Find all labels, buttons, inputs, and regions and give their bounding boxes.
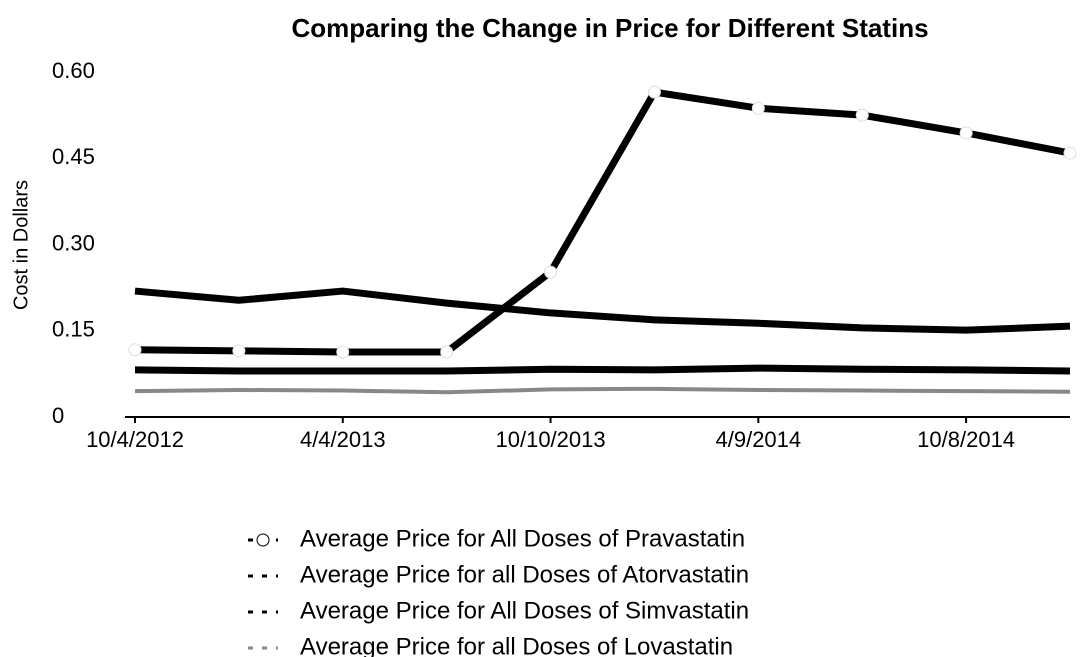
legend-label: Average Price for all Doses of Lovastati… <box>300 633 733 657</box>
y-axis-label: Cost in Dollars <box>10 180 32 310</box>
chart-title: Comparing the Change in Price for Differ… <box>291 13 928 43</box>
series-line <box>134 364 1071 375</box>
series-line <box>134 88 1071 356</box>
point-marker <box>232 344 246 358</box>
point-marker <box>1063 146 1077 160</box>
point-marker <box>128 343 142 357</box>
x-tick-label: 10/8/2014 <box>917 427 1015 452</box>
y-tick-label: 0.30 <box>52 230 95 255</box>
point-marker <box>544 265 558 279</box>
y-tick-label: 0.15 <box>52 317 95 342</box>
x-tick-label: 4/9/2014 <box>716 427 802 452</box>
series-line <box>134 386 1071 395</box>
legend-marker <box>256 533 270 547</box>
x-tick-label: 4/4/2013 <box>300 427 386 452</box>
x-tick-label: 10/10/2013 <box>496 427 606 452</box>
point-marker <box>647 85 661 99</box>
point-marker <box>336 345 350 359</box>
x-tick-label: 10/4/2012 <box>86 427 184 452</box>
point-marker <box>855 108 869 122</box>
point-marker <box>751 101 765 115</box>
legend-label: Average Price for all Doses of Atorvasta… <box>300 561 749 588</box>
legend-label: Average Price for All Doses of Simvastat… <box>300 597 749 624</box>
y-tick-label: 0.45 <box>52 144 95 169</box>
legend-label: Average Price for All Doses of Pravastat… <box>300 525 745 552</box>
y-tick-label: 0.60 <box>52 58 95 83</box>
y-tick-label: 0 <box>52 403 64 428</box>
point-marker <box>959 126 973 140</box>
point-marker <box>440 345 454 359</box>
series-line <box>134 287 1071 334</box>
